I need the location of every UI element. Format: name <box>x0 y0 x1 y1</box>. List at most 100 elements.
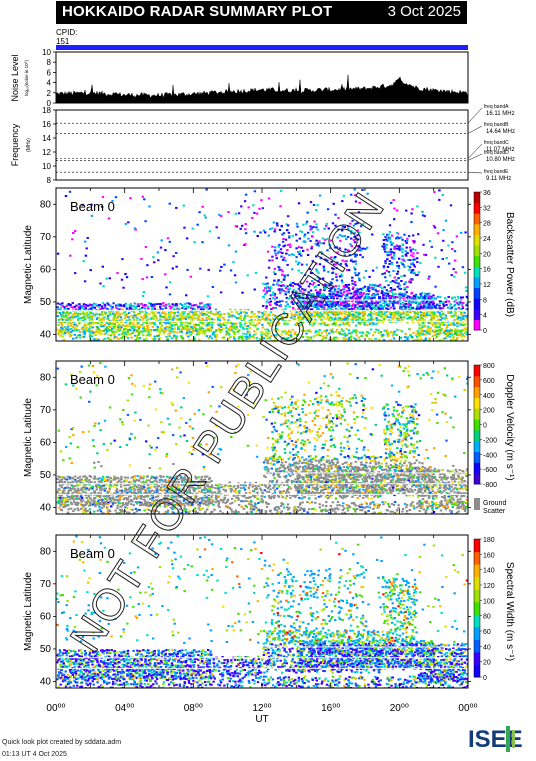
heatmap-cell <box>344 248 347 251</box>
heatmap-cell <box>172 316 175 319</box>
heatmap-cell <box>272 307 275 309</box>
heatmap-cell <box>295 260 298 263</box>
heatmap-cell <box>438 311 441 314</box>
heatmap-cell <box>174 480 178 483</box>
heatmap-cell <box>74 329 77 332</box>
heatmap-cell <box>449 204 453 207</box>
heatmap-cell <box>299 282 303 285</box>
heatmap-cell <box>395 265 399 267</box>
heatmap-cell <box>301 308 305 311</box>
heatmap-cell <box>265 490 269 493</box>
heatmap-cell <box>166 475 169 478</box>
heatmap-cell <box>297 246 301 249</box>
heatmap-cell <box>386 334 390 337</box>
heatmap-cell <box>65 304 68 307</box>
heatmap-cell <box>419 301 423 304</box>
lat-tick-label: 40 <box>40 329 52 340</box>
heatmap-cell <box>181 310 185 313</box>
heatmap-cell <box>154 495 158 498</box>
heatmap-cell <box>323 330 326 332</box>
heatmap-cell <box>245 325 248 328</box>
heatmap-cell <box>309 330 312 333</box>
colorbar-segment <box>474 213 480 225</box>
heatmap-cell <box>199 312 203 315</box>
heatmap-cell <box>451 248 454 250</box>
heatmap-cell <box>175 265 178 268</box>
heatmap-cell <box>242 486 246 489</box>
heatmap-cell <box>142 486 146 488</box>
heatmap-cell <box>105 498 108 501</box>
heatmap-cell <box>106 494 109 497</box>
heatmap-cell <box>347 228 350 231</box>
heatmap-cell <box>101 478 104 481</box>
heatmap-cell <box>422 299 425 302</box>
heatmap-cell <box>239 311 243 314</box>
heatmap-cell <box>121 502 124 504</box>
heatmap-cell <box>84 303 88 306</box>
lat-tick-label: 60 <box>40 264 52 275</box>
heatmap-cell <box>414 301 418 304</box>
heatmap-cell <box>180 480 184 482</box>
heatmap-cell <box>63 492 66 495</box>
heatmap-cell <box>415 330 418 333</box>
heatmap-cell <box>242 317 246 320</box>
heatmap-cell <box>346 236 350 238</box>
heatmap-cell <box>134 307 137 310</box>
heatmap-cell <box>302 299 305 302</box>
heatmap-cell <box>193 325 196 328</box>
heatmap-cell <box>123 480 126 483</box>
heatmap-cell <box>207 498 210 501</box>
heatmap-cell <box>84 501 87 504</box>
frequency-frame <box>55 109 469 181</box>
heatmap-cell <box>114 498 117 501</box>
heatmap-cell <box>174 495 178 498</box>
heatmap-cell <box>77 492 80 495</box>
heatmap-cell <box>331 300 335 303</box>
heatmap-cell <box>280 280 283 283</box>
heatmap-cell <box>137 483 141 486</box>
heatmap-cell <box>193 481 196 484</box>
heatmap-cell <box>194 317 197 320</box>
heatmap-cell <box>187 480 190 483</box>
heatmap-cell <box>340 295 343 298</box>
heatmap-cell <box>76 334 80 337</box>
heatmap-cell <box>136 501 140 504</box>
heatmap-cell <box>245 333 248 335</box>
heatmap-cell <box>239 315 243 318</box>
heatmap-cell <box>240 487 243 490</box>
heatmap-cell <box>108 333 111 336</box>
heatmap-cell <box>138 303 141 306</box>
heatmap-cell <box>392 295 396 298</box>
heatmap-cell <box>304 288 307 291</box>
heatmap-cell <box>217 488 220 491</box>
heatmap-cell <box>453 259 457 262</box>
heatmap-cell <box>367 297 370 300</box>
heatmap-cell <box>351 219 354 222</box>
heatmap-cell <box>272 283 275 286</box>
heatmap-cell <box>89 475 93 478</box>
frequency-ylabel: Frequency <box>10 123 20 166</box>
heatmap-cell <box>428 303 431 306</box>
heatmap-cell <box>321 252 324 255</box>
heatmap-cell <box>256 212 259 215</box>
heatmap-cell <box>287 288 290 291</box>
heatmap-cell <box>325 334 329 337</box>
heatmap-cell <box>298 314 301 317</box>
heatmap-cell <box>239 227 242 230</box>
heatmap-cell <box>353 293 356 296</box>
heatmap-cell <box>196 223 199 226</box>
heatmap-cell <box>265 319 268 322</box>
heatmap-cell <box>144 481 147 484</box>
heatmap-cell <box>281 308 284 311</box>
heatmap-cell <box>334 213 337 216</box>
heatmap-cell <box>259 337 262 340</box>
heatmap-cell <box>343 332 347 335</box>
heatmap-cell <box>214 334 217 336</box>
heatmap-cell <box>364 311 367 313</box>
heatmap-cell <box>356 289 359 292</box>
heatmap-cell <box>174 308 177 311</box>
heatmap-cell <box>273 463 276 466</box>
heatmap-cell <box>155 480 159 483</box>
heatmap-cell <box>244 243 247 246</box>
heatmap-cell <box>267 467 270 470</box>
